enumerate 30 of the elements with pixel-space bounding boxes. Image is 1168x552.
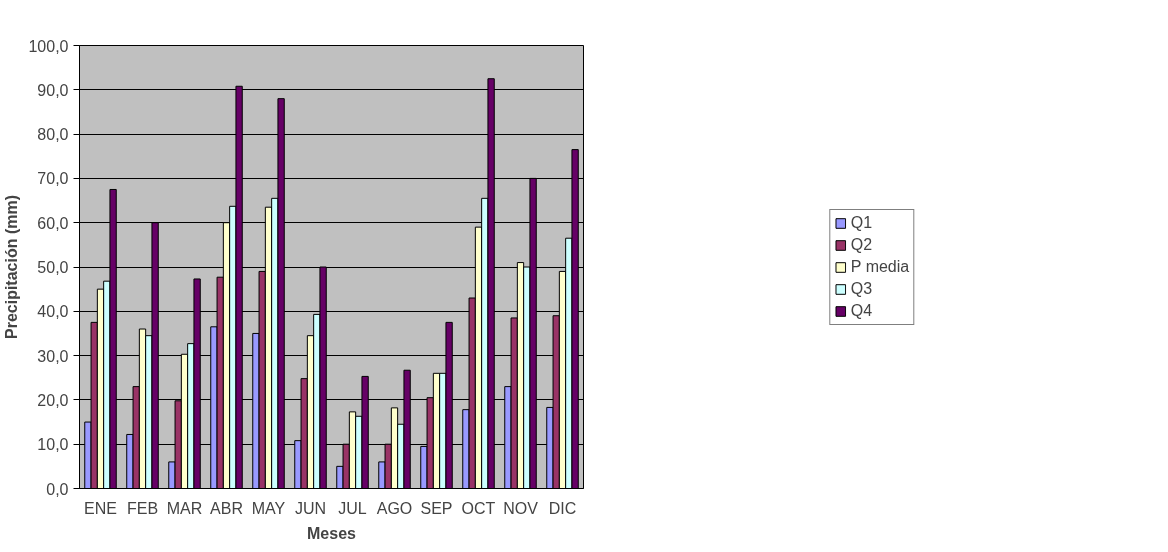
x-tick-label: MAY [251, 499, 286, 517]
legend-label: Q1 [850, 213, 873, 232]
y-tick-label: 30,0 [37, 347, 69, 365]
y-axis-title: Precipitación (mm) [3, 194, 21, 340]
x-tick-label: ABR [210, 499, 243, 517]
y-tick-label: 20,0 [37, 391, 69, 409]
y-tick-label: 80,0 [37, 126, 69, 144]
x-tick-label: JUN [294, 499, 327, 517]
x-tick-label: ENE [84, 499, 117, 517]
y-tick-label: 0,0 [46, 480, 69, 498]
x-tick-label: SEP [420, 499, 453, 517]
y-tick-label: 40,0 [37, 303, 69, 321]
x-tick-label: FEB [126, 499, 159, 517]
y-tick-label: 70,0 [37, 170, 69, 188]
legend-label: Q2 [850, 235, 873, 254]
y-tick-label: 10,0 [37, 436, 69, 454]
x-axis-title: Meses [307, 524, 357, 542]
x-tick-label: JUL [338, 499, 367, 517]
legend-label: Q4 [850, 301, 873, 320]
x-tick-label: OCT [461, 499, 496, 517]
y-tick-label: 100,0 [28, 37, 69, 55]
y-tick-label: 90,0 [37, 81, 69, 99]
x-tick-label: DIC [548, 499, 577, 517]
legend-label: Q3 [850, 279, 873, 298]
x-tick-label: NOV [503, 499, 539, 517]
legend-label: P media [850, 257, 910, 276]
x-tick-label: AGO [376, 499, 413, 517]
x-tick-label: MAR [166, 499, 203, 517]
y-tick-label: 60,0 [37, 214, 69, 232]
y-tick-label: 50,0 [37, 259, 69, 276]
